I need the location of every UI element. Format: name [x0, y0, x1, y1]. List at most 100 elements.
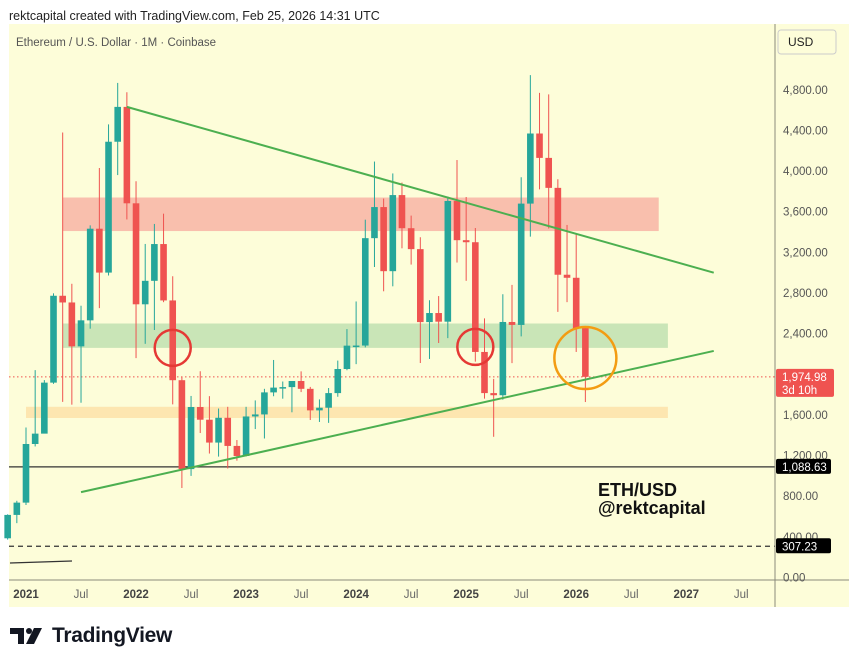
red-circle-2025 [456, 327, 495, 367]
y-tick-label: 1,600.00 [783, 410, 828, 422]
x-tick-label: Jul [514, 589, 529, 601]
candle-body [563, 274, 571, 278]
candle-body [261, 392, 268, 415]
candle-body [59, 295, 66, 303]
candle-body [389, 195, 397, 272]
candle-body [536, 133, 543, 158]
candle-body [77, 320, 85, 347]
price-label-box-level-307 [776, 538, 831, 554]
candle-body [270, 387, 277, 393]
chart-credit: rektcapital created with TradingView.com… [9, 9, 380, 23]
candle-body [545, 157, 552, 188]
trendline-ascending-support [80, 349, 714, 494]
x-tick-label: Jul [624, 589, 639, 601]
candle-body [435, 313, 442, 322]
candle-body [187, 407, 195, 470]
candle-body [178, 380, 186, 470]
candle-body [151, 244, 158, 281]
symbol-title: Ethereum / U.S. Dollar · 1M · Coinbase [16, 37, 216, 49]
candle-body [288, 381, 296, 388]
candle-body [13, 502, 21, 515]
candle-body [233, 445, 241, 456]
candle-body [22, 443, 30, 503]
candle-body [417, 249, 424, 323]
x-tick-label: 2023 [233, 589, 259, 601]
candle-body [105, 141, 112, 273]
candle-body [215, 417, 222, 443]
candle-body [572, 277, 580, 329]
candle-body [499, 321, 507, 396]
y-tick-label: 4,000.00 [783, 166, 828, 178]
candle-body [306, 388, 314, 411]
candle-body [114, 106, 121, 142]
countdown-label: 3d 10h [782, 385, 817, 397]
zone-low-support [26, 406, 668, 418]
price-label-box-level-1088 [776, 458, 831, 474]
zone-resistance [62, 197, 659, 232]
candle-body [123, 106, 131, 204]
candle-body [371, 207, 378, 239]
candle-body [343, 345, 351, 370]
candle-body [96, 228, 103, 273]
candle-body [426, 313, 433, 323]
candle-body [352, 345, 360, 348]
candle-body [325, 393, 332, 408]
y-tick-label: 0.00 [783, 573, 805, 585]
candle-body [316, 407, 323, 411]
x-tick-label: Jul [184, 589, 199, 601]
candle-body [4, 514, 11, 539]
candle-body [50, 295, 57, 383]
price-label-level-307: 307.23 [782, 541, 817, 553]
tradingview-brand: TradingView [52, 624, 173, 647]
y-tick-label: 4,400.00 [783, 125, 828, 137]
annotation-line1: ETH/USD [598, 480, 677, 500]
candle-body [407, 228, 415, 250]
x-tick-label: 2021 [13, 589, 39, 601]
candle-body [68, 302, 76, 347]
currency-button[interactable] [777, 29, 837, 55]
candle-body [224, 417, 232, 446]
candle-body [508, 321, 516, 325]
annotation-line2: @rektcapital [598, 498, 706, 518]
candle-body [160, 244, 167, 301]
candle-body [297, 381, 305, 389]
red-circle-2022 [153, 328, 192, 368]
x-tick-label: 2024 [343, 589, 369, 601]
x-tick-label: 2026 [563, 589, 589, 601]
candle-body [398, 195, 406, 229]
candle-body [490, 393, 497, 396]
y-tick-label: 3,200.00 [783, 247, 828, 259]
candle-body [31, 433, 39, 444]
y-tick-label: 800.00 [783, 491, 818, 503]
drawing-stub-line [9, 560, 73, 564]
candle-body [169, 300, 177, 381]
currency-label: USD [788, 35, 814, 49]
candle-body [279, 387, 287, 389]
price-label-current-price: 1,974.98 [782, 372, 827, 384]
candle-body [517, 203, 525, 325]
candle-body [86, 228, 94, 321]
candle-body [132, 203, 140, 305]
candle-body [554, 187, 562, 275]
price-label-level-1088: 1,088.63 [782, 462, 827, 474]
tradingview-logo-icon [10, 628, 42, 644]
x-tick-label: 2022 [123, 589, 149, 601]
x-tick-label: 2025 [453, 589, 479, 601]
candle-body [462, 240, 470, 243]
candle-body [380, 207, 387, 272]
candle-body [481, 351, 488, 394]
x-tick-label: Jul [404, 589, 419, 601]
tradingview-logo[interactable]: TradingView [10, 624, 172, 648]
candle-body [251, 414, 259, 417]
candle-body [242, 416, 250, 456]
y-tick-label: 2,400.00 [783, 329, 828, 341]
candle-body [361, 238, 369, 346]
orange-circle-2026 [553, 325, 618, 391]
x-tick-label: Jul [294, 589, 309, 601]
candle-body [141, 280, 149, 305]
price-label-box-current-price [776, 368, 834, 397]
x-tick-label: 2027 [673, 589, 699, 601]
x-tick-label: Jul [734, 589, 749, 601]
y-tick-label: 3,600.00 [783, 207, 828, 219]
